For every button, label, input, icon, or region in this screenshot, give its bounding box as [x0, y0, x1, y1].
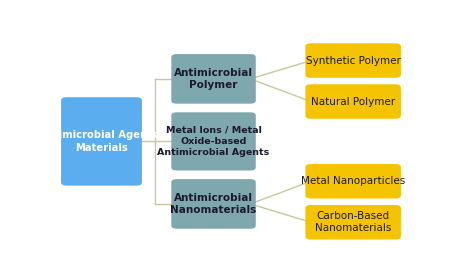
- Text: Natural Polymer: Natural Polymer: [311, 97, 395, 106]
- Text: Synthetic Polymer: Synthetic Polymer: [306, 55, 401, 66]
- FancyBboxPatch shape: [61, 97, 142, 186]
- Text: Antimicrobial
Polymer: Antimicrobial Polymer: [174, 68, 253, 90]
- Text: Antimicrobial Agents /
Materials: Antimicrobial Agents / Materials: [38, 130, 164, 153]
- FancyBboxPatch shape: [171, 112, 256, 171]
- Text: Carbon-Based
Nanomaterials: Carbon-Based Nanomaterials: [315, 211, 392, 234]
- FancyBboxPatch shape: [305, 43, 401, 78]
- FancyBboxPatch shape: [171, 54, 256, 104]
- Text: Metal Nanoparticles: Metal Nanoparticles: [301, 176, 405, 186]
- Text: Antimicrobial
Nanomaterials: Antimicrobial Nanomaterials: [171, 193, 256, 215]
- FancyBboxPatch shape: [305, 84, 401, 119]
- FancyBboxPatch shape: [305, 164, 401, 199]
- FancyBboxPatch shape: [171, 179, 256, 229]
- Text: Metal Ions / Metal
Oxide-based
Antimicrobial Agents: Metal Ions / Metal Oxide-based Antimicro…: [157, 126, 270, 157]
- FancyBboxPatch shape: [305, 205, 401, 239]
